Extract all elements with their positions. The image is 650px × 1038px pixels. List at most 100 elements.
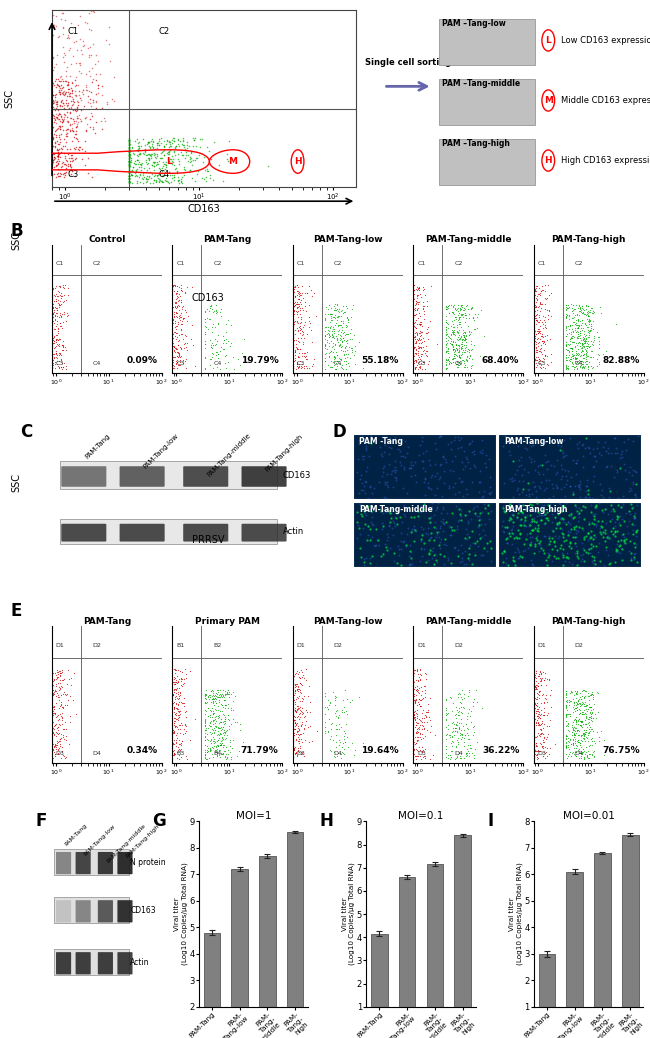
Point (417, 354, 428, 371)
Point (21, 140, 31, 157)
Point (537, 352, 547, 368)
Point (215, 714, 226, 731)
Point (16, 76, 27, 92)
Point (179, 137, 189, 154)
Point (563, 297, 573, 313)
Point (325, 693, 335, 710)
Point (419, 305, 429, 322)
Point (47, 699, 57, 715)
Point (457, 305, 467, 322)
Point (51, 337, 62, 354)
Point (580, 726, 591, 742)
Point (531, 326, 541, 343)
Point (48, 719, 58, 736)
Point (205, 152, 216, 168)
Point (578, 681, 589, 698)
Point (332, 331, 342, 348)
Point (172, 282, 183, 299)
Point (47, 721, 57, 738)
Point (567, 304, 578, 321)
Point (23, 164, 33, 181)
Text: B4: B4 (213, 750, 222, 756)
Point (140, 143, 150, 160)
Point (573, 346, 584, 362)
Point (51, 715, 61, 732)
Point (155, 149, 165, 166)
Point (167, 292, 177, 308)
Point (528, 703, 539, 719)
Point (409, 664, 419, 681)
Point (167, 734, 177, 750)
Point (179, 159, 190, 175)
Point (167, 693, 177, 710)
Point (51, 72, 62, 88)
Point (586, 318, 596, 334)
Point (157, 154, 168, 170)
Point (408, 700, 419, 716)
Point (199, 171, 209, 188)
Point (528, 289, 539, 305)
Point (72, 109, 82, 126)
Point (408, 674, 419, 690)
Point (572, 733, 582, 749)
Point (615, 406, 625, 422)
Point (309, 351, 319, 367)
Point (419, 664, 430, 681)
Point (418, 718, 428, 735)
Point (126, 167, 136, 184)
Point (51, 157, 61, 173)
Point (47, 681, 57, 698)
Point (413, 279, 424, 296)
Point (140, 137, 150, 154)
Point (578, 337, 588, 354)
Point (53, 744, 63, 761)
Point (331, 727, 341, 743)
Point (408, 345, 419, 361)
Point (47, 326, 57, 343)
Point (181, 666, 191, 683)
Point (408, 303, 419, 320)
Point (582, 307, 593, 324)
Point (447, 728, 458, 744)
Point (46, 148, 56, 165)
Point (168, 357, 179, 374)
Point (586, 706, 596, 722)
Point (49, 17, 59, 33)
Point (294, 356, 304, 373)
Point (333, 737, 344, 754)
Point (528, 320, 539, 336)
Text: PAM –Tang-low: PAM –Tang-low (442, 20, 506, 28)
Point (290, 326, 300, 343)
Point (39, 108, 49, 125)
Point (81, 15, 92, 31)
Point (569, 308, 579, 325)
Point (288, 671, 298, 687)
Point (47, 284, 57, 301)
Point (408, 677, 419, 693)
Point (289, 344, 300, 360)
Point (213, 722, 223, 739)
Point (456, 298, 467, 315)
Point (200, 360, 211, 377)
Text: M: M (544, 95, 552, 105)
Point (445, 750, 455, 767)
Point (577, 335, 587, 352)
Point (38, 107, 49, 124)
Point (157, 158, 168, 174)
Point (410, 297, 421, 313)
Point (176, 322, 186, 338)
Point (167, 746, 177, 763)
Point (177, 169, 187, 186)
Point (571, 317, 582, 333)
Point (168, 721, 178, 738)
Point (17, 147, 27, 164)
Point (528, 278, 539, 295)
Point (532, 322, 542, 338)
Point (408, 665, 419, 682)
Point (462, 327, 472, 344)
Point (577, 311, 588, 328)
Point (413, 339, 424, 356)
Point (16, 101, 27, 117)
Point (408, 713, 419, 730)
Point (170, 340, 181, 357)
